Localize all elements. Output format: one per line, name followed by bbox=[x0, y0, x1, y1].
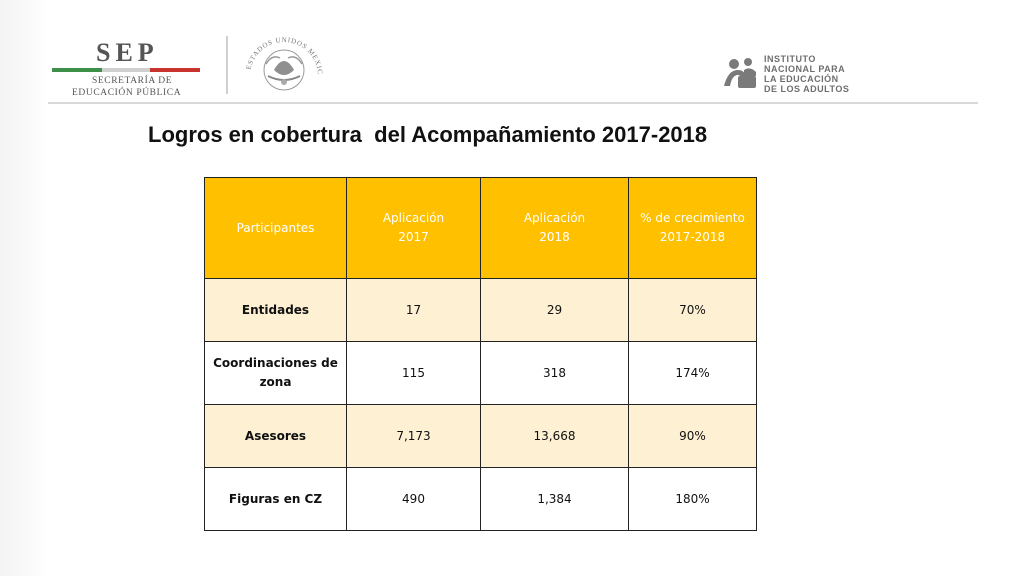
table-row: Asesores 7,173 13,668 90% bbox=[204, 404, 757, 468]
header-crecimiento: % de crecimiento 2017-2018 bbox=[628, 177, 757, 279]
sep-logo-line1: SECRETARÍA DE bbox=[92, 76, 173, 86]
header-aplicacion-2018: Aplicación 2018 bbox=[480, 177, 629, 279]
cell-2017: 17 bbox=[346, 278, 481, 342]
header-divider bbox=[48, 102, 978, 104]
table-row: Coordinaciones de zona 115 318 174% bbox=[204, 341, 757, 405]
row-label: Coordinaciones de zona bbox=[204, 341, 347, 405]
sep-logo-letters: SEP bbox=[96, 38, 159, 67]
row-label: Entidades bbox=[204, 278, 347, 342]
logo-divider bbox=[226, 36, 228, 94]
cell-2018: 1,384 bbox=[480, 467, 629, 531]
left-gradient-band bbox=[0, 0, 48, 576]
row-label: Figuras en CZ bbox=[204, 467, 347, 531]
cell-2018: 13,668 bbox=[480, 404, 629, 468]
header-aplicacion-2017: Aplicación 2017 bbox=[346, 177, 481, 279]
table-row: Figuras en CZ 490 1,384 180% bbox=[204, 467, 757, 531]
inea-line-4: DE LOS ADULTOS bbox=[764, 84, 850, 94]
inea-logo-text: INSTITUTO NACIONAL PARA LA EDUCACIÓN DE … bbox=[764, 54, 849, 94]
table-header-row: Participantes Aplicación 2017 Aplicación 2… bbox=[204, 177, 757, 279]
row-label: Asesores bbox=[204, 404, 347, 468]
cell-2017: 7,173 bbox=[346, 404, 481, 468]
cell-2017: 115 bbox=[346, 341, 481, 405]
page-title: Logros en cobertura del Acompañamiento 2… bbox=[148, 122, 708, 147]
sep-logo-line2: EDUCACIÓN PÚBLICA bbox=[72, 88, 182, 98]
sep-logo: SEP SECRETARÍA DE EDUCACIÓN PÚBLICA bbox=[52, 38, 202, 98]
cell-growth: 180% bbox=[628, 467, 757, 531]
header-participantes: Participantes bbox=[204, 177, 347, 279]
sep-flag-bar bbox=[52, 68, 200, 72]
national-seal-icon: ESTADOS UNIDOS MEXICANOS bbox=[238, 24, 323, 91]
table-row: Entidades 17 29 70% bbox=[204, 278, 757, 342]
inea-line-3: LA EDUCACIÓN bbox=[764, 74, 839, 84]
coverage-table: Participantes Aplicación 2017 Aplicación 2… bbox=[204, 177, 757, 531]
cell-2018: 318 bbox=[480, 341, 629, 405]
cell-growth: 90% bbox=[628, 404, 757, 468]
cell-2017: 490 bbox=[346, 467, 481, 531]
cell-2018: 29 bbox=[480, 278, 629, 342]
cell-growth: 174% bbox=[628, 341, 757, 405]
cell-growth: 70% bbox=[628, 278, 757, 342]
inea-logo-icon bbox=[724, 58, 756, 88]
inea-line-2: NACIONAL PARA bbox=[764, 64, 846, 74]
inea-line-1: INSTITUTO bbox=[764, 54, 816, 64]
